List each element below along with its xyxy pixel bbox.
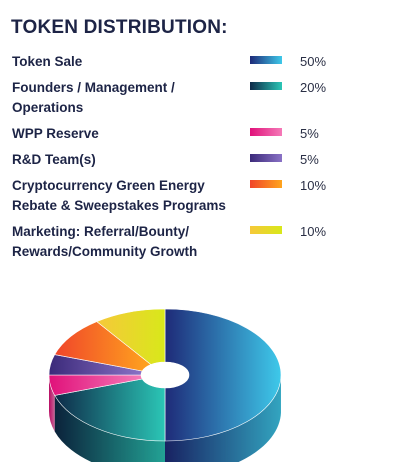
pie-slice-side (165, 376, 281, 462)
legend-label: WPP Reserve (12, 124, 247, 144)
pie-tops (48, 308, 282, 442)
pie-slice-side-shade (49, 375, 55, 432)
legend-label-line: R&D Team(s) (12, 152, 96, 167)
legend-swatch (250, 56, 282, 64)
legend-label: Cryptocurrency Green Energy Rebate & Swee… (12, 176, 247, 216)
legend-label-line: Marketing: Referral/Bounty/ (12, 224, 190, 239)
pie-slice-side-shade (165, 376, 281, 462)
legend-swatch (250, 226, 282, 234)
legend-label-line: Founders / Management / (12, 80, 175, 95)
legend-swatch (250, 180, 282, 188)
legend-label: Marketing: Referral/Bounty/Rewards/Commu… (12, 222, 247, 262)
legend-value: 5% (300, 152, 319, 167)
legend-value: 50% (300, 54, 327, 69)
legend-value: 10% (300, 224, 327, 239)
legend-value: 20% (300, 80, 327, 95)
legend-value: 5% (300, 126, 319, 141)
pie-slice-side (49, 375, 55, 432)
chart-title: TOKEN DISTRIBUTION: (11, 17, 228, 38)
pie-slice-side (54, 395, 165, 462)
legend-label-line: Cryptocurrency Green Energy (12, 178, 205, 193)
pie-slice-side-shade (54, 395, 165, 462)
legend-swatch (250, 128, 282, 136)
legend-swatch (250, 154, 282, 162)
legend-label: Founders / Management / Operations (12, 78, 247, 118)
pie-sides (49, 375, 281, 462)
legend-label: Token Sale (12, 52, 247, 72)
legend-label-line: Token Sale (12, 54, 83, 69)
legend-label: R&D Team(s) (12, 150, 247, 170)
pie-hole (141, 362, 189, 388)
legend-label-line: Operations (12, 100, 84, 115)
legend-value: 10% (300, 178, 327, 193)
legend-label-line: WPP Reserve (12, 126, 99, 141)
legend-label-line: Rebate & Sweepstakes Programs (12, 198, 226, 213)
legend-label-line: Rewards/Community Growth (12, 244, 198, 259)
legend-swatch (250, 82, 282, 90)
